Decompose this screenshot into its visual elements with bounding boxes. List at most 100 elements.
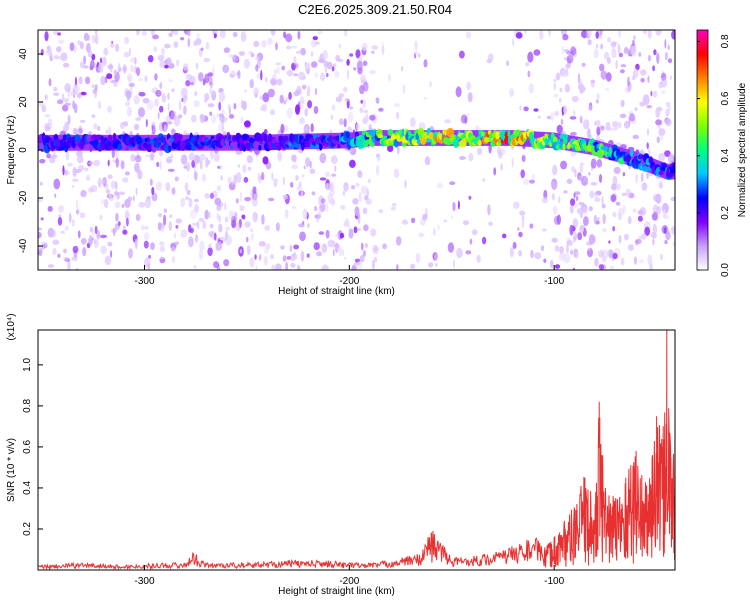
spectrogram-x-ticks: -300 -200 -100 bbox=[135, 265, 565, 287]
noise-speckle bbox=[357, 213, 361, 224]
noise-speckle bbox=[590, 182, 598, 186]
noise-speckle bbox=[415, 252, 421, 264]
noise-speckle bbox=[163, 208, 167, 213]
noise-speckle bbox=[635, 238, 642, 244]
noise-speckle bbox=[641, 182, 648, 191]
noise-speckle bbox=[258, 254, 262, 261]
noise-speckle bbox=[627, 48, 632, 55]
snr-x-label: Height of straight line (km) bbox=[278, 586, 395, 597]
noise-speckle bbox=[520, 169, 525, 179]
noise-speckle bbox=[209, 81, 214, 89]
noise-speckle bbox=[208, 243, 212, 249]
noise-speckle bbox=[658, 181, 663, 189]
noise-speckle bbox=[260, 69, 263, 81]
noise-speckle bbox=[93, 159, 101, 167]
noise-speckle bbox=[130, 64, 134, 73]
noise-speckle bbox=[552, 205, 558, 215]
noise-speckle bbox=[130, 154, 136, 162]
noise-speckle bbox=[556, 124, 563, 134]
noise-speckle bbox=[264, 76, 268, 83]
noise-speckle bbox=[362, 207, 368, 215]
noise-speckle bbox=[198, 249, 204, 260]
noise-speckle bbox=[353, 226, 358, 234]
noise-speckle bbox=[309, 168, 316, 174]
noise-speckle bbox=[216, 113, 219, 119]
noise-speckle bbox=[546, 115, 552, 120]
noise-speckle bbox=[63, 62, 70, 68]
noise-speckle bbox=[167, 168, 175, 172]
noise-speckle bbox=[124, 171, 130, 176]
noise-speckle bbox=[588, 172, 591, 176]
noise-speckle bbox=[180, 87, 188, 98]
noise-speckle bbox=[237, 164, 241, 168]
noise-speckle bbox=[305, 157, 311, 168]
noise-speckle bbox=[623, 233, 629, 241]
noise-speckle bbox=[620, 64, 627, 68]
noise-speckle bbox=[159, 105, 164, 113]
noise-speckle bbox=[320, 72, 325, 82]
noise-speckle bbox=[295, 175, 299, 181]
noise-speckle bbox=[147, 55, 154, 63]
ridge-blob bbox=[671, 163, 675, 174]
noise-speckle bbox=[91, 237, 94, 241]
noise-speckle bbox=[290, 45, 298, 49]
noise-speckle bbox=[79, 212, 86, 219]
colorbar-tick-label: 0.6 bbox=[720, 91, 731, 105]
noise-speckle bbox=[321, 243, 328, 253]
ridge-blob bbox=[482, 131, 486, 136]
noise-speckle bbox=[459, 156, 466, 160]
noise-speckle bbox=[435, 263, 438, 267]
noise-speckle bbox=[326, 72, 329, 78]
noise-speckle bbox=[580, 203, 588, 213]
noise-speckle bbox=[343, 221, 347, 227]
noise-speckle bbox=[124, 36, 130, 45]
noise-speckle bbox=[118, 67, 122, 72]
noise-speckle bbox=[656, 136, 660, 144]
noise-speckle bbox=[663, 227, 667, 235]
x-tick-label: -300 bbox=[135, 276, 155, 287]
noise-speckle bbox=[356, 60, 363, 72]
noise-speckle bbox=[273, 178, 278, 188]
noise-speckle bbox=[149, 152, 155, 161]
noise-speckle bbox=[466, 81, 471, 91]
noise-speckle bbox=[224, 202, 227, 211]
noise-speckle bbox=[667, 44, 670, 51]
noise-speckle bbox=[97, 125, 101, 131]
noise-speckle bbox=[210, 90, 217, 96]
noise-speckle bbox=[38, 231, 42, 239]
noise-speckle bbox=[574, 203, 579, 208]
noise-speckle bbox=[203, 57, 210, 63]
noise-speckle bbox=[523, 178, 530, 186]
noise-speckle bbox=[233, 174, 237, 185]
noise-speckle bbox=[602, 213, 606, 225]
noise-speckle bbox=[237, 69, 241, 79]
y-tick-label: 40 bbox=[18, 48, 29, 60]
noise-speckle bbox=[103, 198, 109, 209]
noise-speckle bbox=[558, 252, 566, 261]
noise-speckle bbox=[113, 81, 118, 88]
noise-speckle bbox=[634, 107, 638, 111]
noise-speckle bbox=[252, 211, 258, 223]
noise-speckle bbox=[204, 93, 210, 101]
noise-speckle bbox=[167, 156, 173, 160]
noise-speckle bbox=[382, 243, 387, 250]
noise-speckle bbox=[414, 40, 418, 51]
noise-speckle bbox=[468, 195, 472, 200]
noise-speckle bbox=[630, 45, 637, 57]
y-tick-label: 0 bbox=[18, 147, 29, 153]
noise-speckle bbox=[63, 97, 69, 103]
noise-speckle bbox=[667, 153, 675, 165]
noise-speckle bbox=[216, 204, 222, 212]
noise-speckle bbox=[208, 211, 211, 219]
noise-speckle bbox=[97, 177, 102, 188]
noise-speckle bbox=[64, 226, 70, 231]
noise-speckle bbox=[572, 110, 576, 116]
noise-speckle bbox=[352, 197, 359, 205]
noise-speckle bbox=[117, 63, 121, 73]
noise-speckle bbox=[371, 45, 379, 50]
noise-speckle bbox=[78, 76, 83, 85]
noise-speckle bbox=[456, 247, 463, 259]
noise-speckle bbox=[271, 172, 274, 181]
noise-speckle bbox=[60, 230, 65, 234]
noise-speckle bbox=[312, 36, 318, 41]
